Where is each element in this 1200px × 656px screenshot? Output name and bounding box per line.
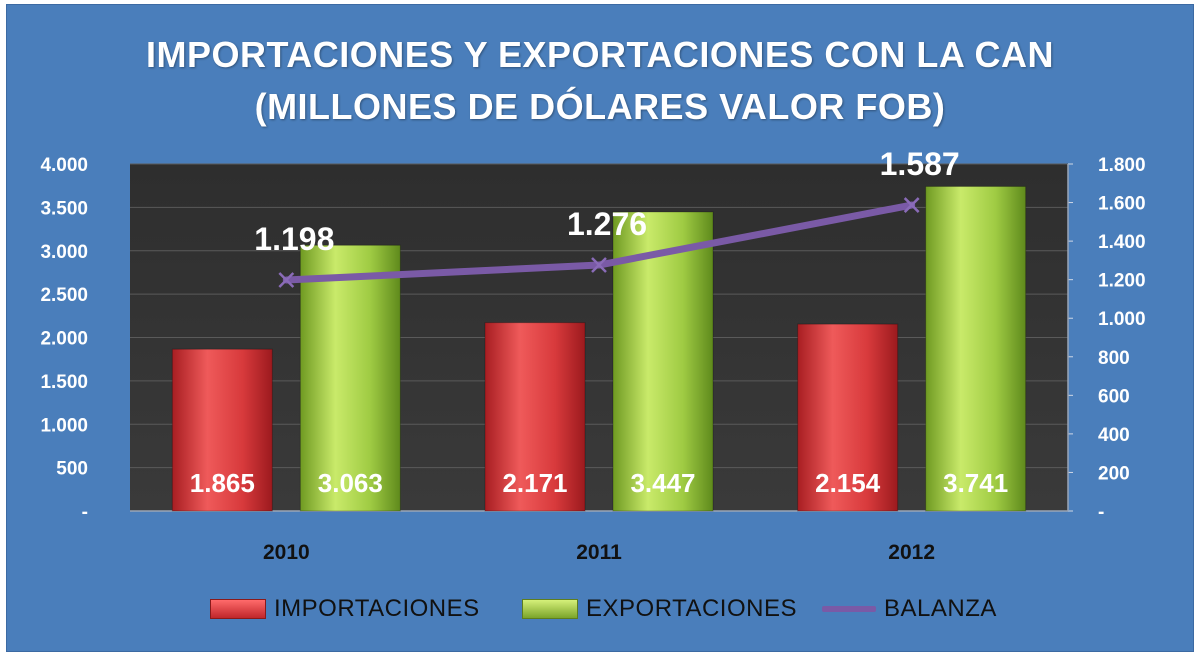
chart-legend: IMPORTACIONES EXPORTACIONES BALANZA [0, 592, 1200, 626]
y-left-tick-label: 2.000 [40, 329, 88, 350]
bar-label-exportaciones-2011: 3.447 [630, 468, 695, 498]
bar-label-importaciones-2012: 2.154 [815, 468, 881, 498]
bar-label-importaciones-2011: 2.171 [502, 468, 567, 498]
legend-item-balanza: BALANZA [822, 592, 997, 626]
x-tick-label-2010: 2010 [263, 541, 310, 564]
y-left-tick-label: 1.500 [40, 372, 88, 393]
bar-exportaciones-2010 [299, 244, 401, 512]
bar-label-exportaciones-2012: 3.741 [943, 468, 1008, 498]
bar-label-exportaciones-2010: 3.063 [318, 468, 383, 498]
legend-swatch-importaciones [210, 599, 266, 619]
y-right-tick-label: 800 [1098, 348, 1130, 369]
y-left-tick-label: 500 [56, 459, 88, 480]
legend-label-exportaciones: EXPORTACIONES [586, 595, 797, 622]
line-label-balanza-2010: 1.198 [254, 221, 334, 257]
legend-item-importaciones: IMPORTACIONES [210, 592, 480, 626]
x-tick-label-2011: 2011 [576, 541, 622, 564]
y-right-tick-label: 600 [1098, 386, 1130, 407]
y-right-tick-label: 1.400 [1098, 232, 1146, 253]
y-right-tick-label: - [1098, 502, 1104, 523]
y-right-tick-label: 200 [1098, 463, 1130, 484]
chart-subtitle: (MILLONES DE DÓLARES VALOR FOB) [254, 86, 946, 127]
y-right-tick-label: 1.800 [1098, 155, 1146, 176]
y-right-tick-label: 1.000 [1098, 309, 1146, 330]
legend-swatch-exportaciones [522, 599, 578, 619]
legend-label-balanza: BALANZA [884, 595, 997, 622]
y-right-tick-label: 1.200 [1098, 271, 1146, 292]
x-tick-label-2012: 2012 [888, 541, 935, 564]
y-left-tick-label: - [82, 502, 88, 523]
bar-importaciones-2011 [484, 322, 586, 512]
y-right-tick-label: 1.600 [1098, 194, 1146, 215]
legend-label-importaciones: IMPORTACIONES [274, 595, 480, 622]
y-left-tick-label: 4.000 [40, 155, 88, 176]
legend-swatch-balanza [822, 606, 876, 612]
line-point-balanza-2010 [278, 272, 295, 288]
line-label-balanza-2011: 1.276 [567, 206, 647, 242]
bar-importaciones-2012 [797, 323, 899, 512]
bar-exportaciones-2012 [925, 185, 1027, 512]
bar-label-importaciones-2010: 1.865 [190, 468, 255, 498]
y-left-tick-label: 3.500 [40, 198, 88, 219]
line-point-balanza-2011 [591, 257, 607, 273]
line-point-balanza-2012 [903, 197, 920, 213]
line-label-balanza-2012: 1.587 [880, 146, 960, 182]
bar-importaciones-2010 [171, 348, 273, 512]
y-left-tick-label: 3.000 [40, 242, 88, 263]
y-right-tick-label: 400 [1098, 425, 1130, 446]
chart-title: IMPORTACIONES Y EXPORTACIONES CON LA CAN [145, 34, 1055, 75]
y-left-tick-label: 1.000 [40, 415, 88, 436]
y-left-tick-label: 2.500 [40, 285, 88, 306]
legend-item-exportaciones: EXPORTACIONES [522, 592, 797, 626]
